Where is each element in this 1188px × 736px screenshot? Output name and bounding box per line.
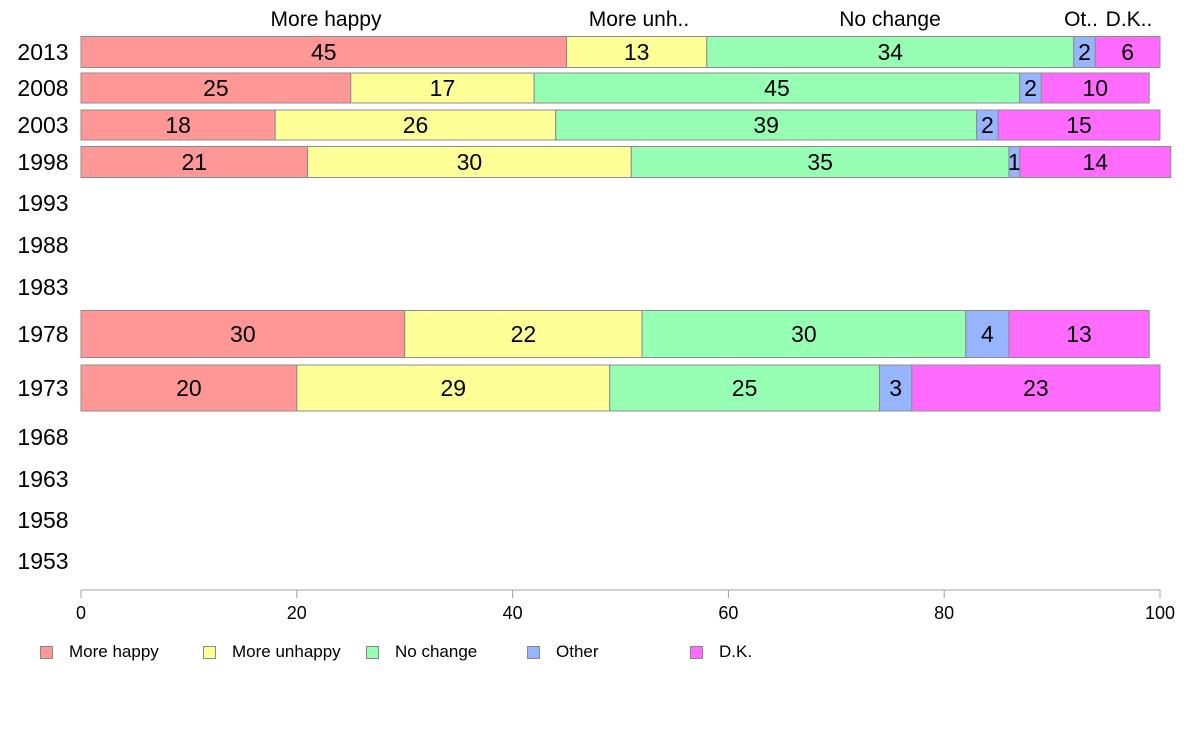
- data-label-2008-2: 45: [764, 75, 790, 101]
- data-label-1973-1: 29: [440, 375, 466, 401]
- year-label-1988: 1988: [17, 232, 68, 258]
- data-label-2013-2: 34: [877, 39, 903, 65]
- bar-2008-1: [350, 72, 535, 104]
- data-label-2013-3: 2: [1078, 39, 1091, 65]
- year-label-1993: 1993: [17, 190, 68, 216]
- data-label-2013-0: 45: [311, 39, 337, 65]
- bar-1978-1: [404, 310, 643, 358]
- year-label-1963: 1963: [17, 466, 68, 492]
- series-header-0: More happy: [271, 8, 382, 31]
- data-label-1973-2: 25: [732, 375, 758, 401]
- legend-swatch: [527, 645, 540, 659]
- bar-1978-4: [1008, 310, 1150, 358]
- legend-item-2: No change: [366, 641, 477, 663]
- x-tick-label-20: 20: [287, 603, 307, 623]
- data-label-1978-4: 13: [1066, 321, 1092, 347]
- legend-item-3: Other: [527, 641, 599, 663]
- data-label-1998-1: 30: [457, 149, 483, 175]
- data-label-1973-0: 20: [176, 375, 202, 401]
- bar-1998-4: [1019, 146, 1172, 178]
- legend-swatch: [203, 645, 216, 659]
- year-label-1998: 1998: [17, 149, 68, 175]
- x-tick-label-0: 0: [76, 603, 86, 623]
- bar-2003-4: [997, 109, 1161, 141]
- year-label-2008: 2008: [17, 75, 68, 101]
- bar-2003-0: [80, 109, 276, 141]
- year-label-1978: 1978: [17, 321, 68, 347]
- year-label-2013: 2013: [17, 39, 68, 65]
- data-label-1978-2: 30: [791, 321, 817, 347]
- series-header-3: Ot..: [1064, 8, 1098, 31]
- data-label-2003-2: 39: [753, 112, 779, 138]
- legend-label: More happy: [69, 642, 159, 661]
- data-label-2003-3: 2: [981, 112, 994, 138]
- x-tick-label-60: 60: [718, 603, 738, 623]
- legend-label: More unhappy: [232, 642, 341, 661]
- bar-2003-2: [555, 109, 978, 141]
- data-label-2013-4: 6: [1121, 39, 1134, 65]
- bar-2013-4: [1094, 36, 1161, 68]
- data-label-1978-0: 30: [230, 321, 256, 347]
- year-label-1968: 1968: [17, 424, 68, 450]
- legend-item-0: More happy: [40, 641, 159, 663]
- data-label-2008-1: 17: [430, 75, 456, 101]
- legend-item-4: D.K.: [690, 641, 752, 663]
- bar-1973-0: [80, 364, 298, 412]
- data-label-1978-1: 22: [511, 321, 537, 347]
- data-label-2013-1: 13: [624, 39, 650, 65]
- data-label-1998-0: 21: [181, 149, 207, 175]
- legend-label: D.K.: [719, 642, 753, 661]
- data-label-2003-4: 15: [1066, 112, 1092, 138]
- bar-1978-3: [965, 310, 1010, 358]
- legend-swatch: [366, 645, 379, 659]
- bar-1998-2: [630, 146, 1010, 178]
- bar-1973-2: [609, 364, 880, 412]
- bar-1973-4: [911, 364, 1161, 412]
- series-header-4: D.K..: [1106, 8, 1153, 31]
- data-label-1998-2: 35: [807, 149, 833, 175]
- data-label-2008-4: 10: [1082, 75, 1108, 101]
- bar-2008-4: [1040, 72, 1150, 104]
- bar-1998-0: [80, 146, 309, 178]
- bar-2003-1: [274, 109, 557, 141]
- data-label-1998-4: 14: [1082, 149, 1108, 175]
- bar-1978-2: [641, 310, 967, 358]
- year-label-1958: 1958: [17, 507, 68, 533]
- series-header-1: More unh..: [589, 8, 689, 31]
- x-tick-label-40: 40: [503, 603, 523, 623]
- year-label-2003: 2003: [17, 112, 68, 138]
- bar-2008-0: [80, 72, 352, 104]
- data-label-2003-1: 26: [403, 112, 429, 138]
- series-header-2: No change: [839, 8, 941, 31]
- legend-item-1: More unhappy: [203, 641, 341, 663]
- data-label-1973-4: 23: [1023, 375, 1049, 401]
- data-label-2008-3: 2: [1024, 75, 1037, 101]
- x-tick-label-100: 100: [1145, 603, 1175, 623]
- legend-label: Other: [556, 642, 599, 661]
- bar-1973-3: [878, 364, 913, 412]
- year-label-1973: 1973: [17, 375, 68, 401]
- year-label-1953: 1953: [17, 548, 68, 574]
- legend-label: No change: [395, 642, 478, 661]
- data-label-2008-0: 25: [203, 75, 229, 101]
- legend-swatch: [690, 645, 703, 659]
- bar-2013-2: [706, 36, 1075, 68]
- data-label-1998-3: 1: [1008, 149, 1021, 175]
- data-label-1973-3: 3: [889, 375, 902, 401]
- stacked-bar-chart: 2013200820031998199319881983197819731968…: [17, 8, 1175, 623]
- data-label-1978-3: 4: [981, 321, 994, 347]
- legend: More happy More unhappy No change Other D.K.: [0, 641, 1188, 665]
- bar-2013-0: [80, 36, 568, 68]
- x-tick-label-80: 80: [934, 603, 954, 623]
- data-label-2003-0: 18: [165, 112, 191, 138]
- year-label-1983: 1983: [17, 274, 68, 300]
- legend-swatch: [40, 645, 53, 659]
- bar-2013-1: [566, 36, 708, 68]
